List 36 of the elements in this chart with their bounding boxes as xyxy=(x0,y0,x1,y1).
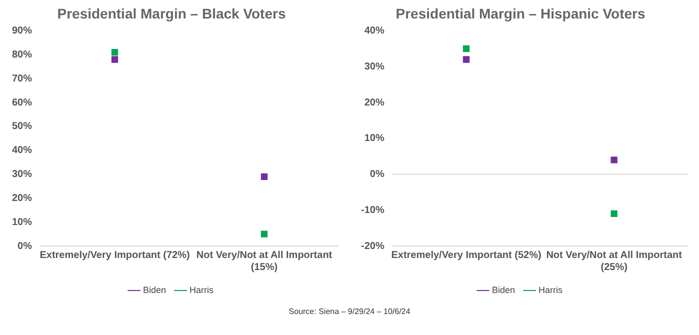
y-tick-label: 30% xyxy=(12,169,32,180)
y-tick-label: -20% xyxy=(360,240,384,252)
legend-label: Biden xyxy=(492,284,516,295)
y-tick-label: 60% xyxy=(12,97,32,108)
point xyxy=(111,48,118,56)
x-tick-label: Not Very/Not at All Important (25%) xyxy=(546,250,683,273)
y-tick-label: 20% xyxy=(364,97,384,108)
point xyxy=(462,45,470,52)
y-tick-label: 40% xyxy=(12,145,32,156)
y-tick-label: 10% xyxy=(12,216,32,228)
y-tick-label: 0% xyxy=(18,240,32,252)
point xyxy=(260,230,268,238)
y-tick-label: 50% xyxy=(12,121,32,132)
y-tick-label: 30% xyxy=(364,61,384,72)
y-tick-label: 0% xyxy=(370,169,384,180)
x-tick-label: Not Very/Not at All Important (15%) xyxy=(196,250,333,273)
legend-label: Biden xyxy=(142,284,166,295)
x-tick-label: Extremely/Very Important (52%) xyxy=(391,250,542,261)
y-tick-label: 40% xyxy=(364,26,384,37)
point xyxy=(111,56,118,63)
point xyxy=(260,173,268,180)
point xyxy=(610,210,618,218)
legend-label: Harris xyxy=(190,284,214,295)
chart-title: Presidential Margin – Hispanic Voters xyxy=(396,5,646,22)
legend-label: Harris xyxy=(538,284,564,295)
point xyxy=(462,56,470,63)
x-tick-label: Extremely/Very Important (72%) xyxy=(40,250,190,261)
y-tick-label: 80% xyxy=(12,49,32,60)
y-tick-label: 20% xyxy=(12,192,32,204)
y-tick-label: 10% xyxy=(364,133,384,144)
y-tick-label: 90% xyxy=(12,26,32,37)
y-tick-label: 70% xyxy=(12,73,32,84)
y-tick-label: -10% xyxy=(360,204,384,216)
point xyxy=(610,156,618,164)
chart-title: Presidential Margin – Black Voters xyxy=(57,5,286,22)
source-note: Source: Siena – 9/29/24 – 10/6/24 xyxy=(288,307,412,316)
